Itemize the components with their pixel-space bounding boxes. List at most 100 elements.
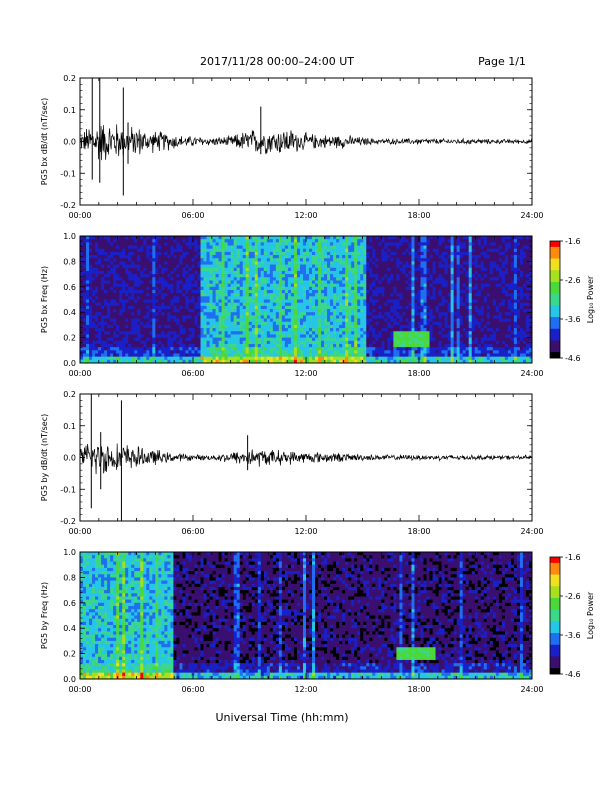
spectrogram-cell xyxy=(330,309,334,313)
spectrogram-cell xyxy=(146,280,150,284)
spectrogram-cell xyxy=(360,286,364,291)
spectrogram-cell xyxy=(155,264,159,269)
spectrogram-cell xyxy=(426,277,430,281)
spectrogram-cell xyxy=(113,242,117,246)
spectrogram-cell xyxy=(351,277,355,281)
spectrogram-cell xyxy=(405,236,409,240)
spectrogram-cell xyxy=(137,356,141,361)
spectrogram-cell xyxy=(293,309,298,313)
spectrogram-cell xyxy=(176,236,180,240)
spectrogram-cell xyxy=(348,305,352,310)
spectrogram-cell xyxy=(318,277,322,281)
spectrogram-cell xyxy=(390,270,394,275)
spectrogram-cell xyxy=(402,280,406,284)
spectrogram-cell xyxy=(131,280,135,284)
spectrogram-cell xyxy=(164,353,168,357)
spectrogram-cell xyxy=(444,277,448,281)
spectrogram-cell xyxy=(152,286,156,291)
spectrogram-cell xyxy=(194,258,198,262)
spectrogram-cell xyxy=(309,305,313,310)
spectrogram-cell xyxy=(402,267,406,272)
spectrogram-cell xyxy=(309,286,313,291)
spectrogram-cell xyxy=(278,318,283,323)
spectrogram-cell xyxy=(390,255,394,259)
spectrogram-cell xyxy=(206,245,210,249)
spectrogram-cell xyxy=(387,324,391,329)
spectrogram-cell xyxy=(354,356,358,361)
spectrogram-cell xyxy=(95,239,99,243)
spectrogram-cell xyxy=(327,261,331,265)
spectrogram-cell xyxy=(188,267,192,272)
spectrogram-cell xyxy=(306,242,310,246)
spectrogram-cell xyxy=(336,286,340,291)
spectrogram-cell xyxy=(266,258,271,262)
spectrogram-cell xyxy=(315,353,319,357)
spectrogram-cell xyxy=(263,299,268,303)
spectrogram-cell xyxy=(272,296,277,300)
spectrogram-cell xyxy=(155,267,159,272)
spectrogram-cell xyxy=(315,312,319,316)
spectrogram-cell xyxy=(119,274,123,278)
spectrogram-cell xyxy=(137,328,141,332)
spectrogram-cell xyxy=(354,264,358,269)
spectrogram-cell xyxy=(324,328,328,332)
spectrogram-cell xyxy=(206,315,210,319)
spectrogram-cell xyxy=(125,324,129,329)
spectrogram-cell xyxy=(80,324,84,329)
spectrogram-cell xyxy=(315,248,319,253)
spectrogram-cell xyxy=(191,334,195,338)
spectrogram-cell xyxy=(89,340,93,345)
spectrogram-cell xyxy=(248,299,253,303)
spectrogram-cell xyxy=(372,239,376,243)
spectrogram-cell xyxy=(179,270,183,275)
spectrogram-cell xyxy=(212,321,216,326)
spectrogram-cell xyxy=(179,340,183,345)
spectrogram-cell xyxy=(110,353,114,357)
spectrogram-cell xyxy=(83,331,87,335)
spectrogram-cell xyxy=(257,242,262,246)
spectrogram-cell xyxy=(435,296,439,300)
spectrogram-cell xyxy=(302,274,307,278)
spectrogram-cell xyxy=(95,299,99,303)
spectrogram-cell xyxy=(281,321,286,326)
spectrogram-cell xyxy=(351,321,355,326)
spectrogram-cell xyxy=(302,264,307,269)
spectrogram-cell xyxy=(128,267,132,272)
spectrogram-cell xyxy=(384,289,388,294)
spectrogram-cell xyxy=(248,312,253,316)
spectrogram-cell xyxy=(318,264,322,269)
spectrogram-cell xyxy=(330,347,334,351)
spectrogram-cell xyxy=(131,261,135,265)
spectrogram-cell xyxy=(203,280,207,284)
spectrogram-cell xyxy=(143,289,147,294)
spectrogram-cell xyxy=(306,347,310,351)
spectrogram-cell xyxy=(396,286,400,291)
spectrogram-cell xyxy=(164,296,168,300)
spectrogram-cell xyxy=(161,286,165,291)
spectrogram-cell xyxy=(170,321,174,326)
spectrogram-cell xyxy=(432,359,436,364)
spectrogram-cell xyxy=(339,261,343,265)
spectrogram-cell xyxy=(299,296,304,300)
spectrogram-cell xyxy=(218,242,222,246)
spectrogram-cell xyxy=(411,264,415,269)
spectrogram-cell xyxy=(146,277,150,281)
spectrogram-cell xyxy=(104,305,108,310)
spectrogram-cell xyxy=(444,328,448,332)
spectrogram-cell xyxy=(281,302,286,307)
spectrogram-cell xyxy=(306,343,310,348)
spectrogram-cell xyxy=(444,331,448,335)
spectrogram-cell xyxy=(182,270,186,275)
spectrogram-cell xyxy=(435,258,439,262)
spectrogram-cell xyxy=(411,242,415,246)
spectrogram-cell xyxy=(309,245,313,249)
spectrogram-cell xyxy=(296,242,301,246)
spectrogram-cell xyxy=(83,309,87,313)
spectrogram-cell xyxy=(390,293,394,297)
spectrogram-cell xyxy=(167,236,171,240)
spectrogram-cell xyxy=(188,343,192,348)
spectrogram-cell xyxy=(89,286,93,291)
spectrogram-cell xyxy=(158,239,162,243)
spectrogram-cell xyxy=(176,299,180,303)
spectrogram-cell xyxy=(287,280,292,284)
